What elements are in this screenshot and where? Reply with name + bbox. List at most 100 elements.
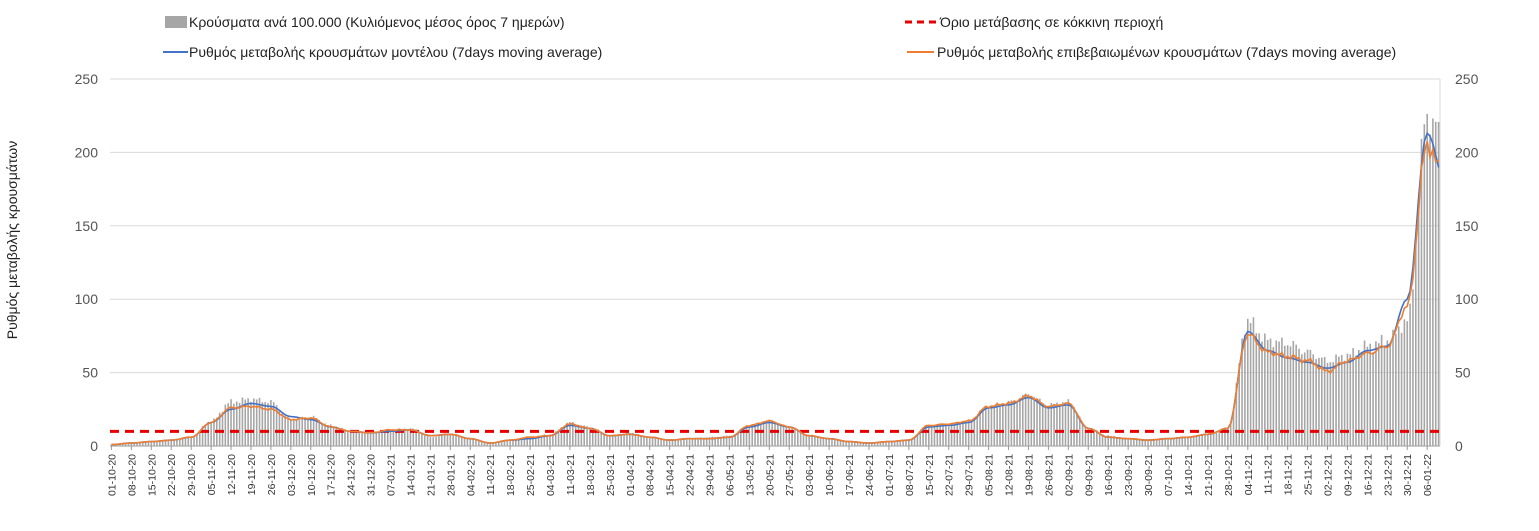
bar	[942, 426, 944, 446]
x-tick-label: 21-01-21	[425, 454, 437, 496]
bar	[509, 439, 511, 446]
bar	[503, 440, 506, 446]
bar	[1244, 334, 1246, 446]
bar	[1207, 433, 1209, 446]
bar	[1201, 434, 1203, 446]
bar	[688, 438, 691, 446]
x-tick-label: 09-09-21	[1083, 454, 1095, 496]
bar	[1141, 439, 1144, 446]
bar	[691, 438, 694, 446]
bar	[1423, 124, 1426, 446]
x-tick-label: 03-12-20	[286, 454, 298, 496]
bar	[1232, 410, 1235, 446]
bar	[1192, 436, 1195, 446]
bar	[270, 400, 272, 446]
x-tick-label: 11-03-21	[565, 454, 577, 495]
bar	[882, 441, 885, 446]
bar	[549, 434, 551, 446]
bar	[255, 399, 258, 446]
bar	[478, 440, 480, 446]
x-tick-label: 22-07-21	[944, 454, 956, 496]
bar	[529, 437, 531, 446]
bar	[534, 437, 537, 446]
bar	[930, 426, 933, 446]
bar	[475, 439, 477, 446]
bar	[586, 426, 588, 446]
bar	[327, 424, 329, 446]
bar	[703, 437, 705, 446]
bar	[993, 405, 996, 446]
bar	[651, 437, 654, 446]
bar	[495, 442, 497, 446]
bar	[261, 402, 264, 446]
bar	[717, 436, 719, 446]
bar	[329, 424, 332, 446]
bar	[965, 421, 967, 446]
bar	[392, 429, 395, 446]
bar	[893, 441, 896, 446]
bar	[674, 440, 677, 446]
bar	[144, 441, 147, 446]
bar	[438, 436, 440, 446]
bar-series	[110, 113, 1440, 447]
bar	[956, 422, 959, 446]
bar	[611, 435, 614, 446]
bar	[634, 434, 637, 446]
bar	[201, 426, 204, 446]
x-tick-label: 19-08-21	[1023, 454, 1035, 496]
x-tick-label: 17-06-21	[844, 454, 856, 496]
bar	[272, 402, 275, 446]
bar	[890, 441, 893, 446]
bar	[1150, 439, 1152, 446]
bar	[768, 420, 771, 446]
bar	[207, 421, 210, 446]
x-tick-label: 05-11-20	[206, 454, 218, 495]
bar	[1426, 113, 1428, 447]
bar	[426, 436, 429, 446]
bar	[395, 430, 398, 446]
bar	[657, 438, 660, 446]
bar	[842, 441, 845, 446]
bar	[147, 441, 150, 446]
bar	[364, 432, 366, 446]
x-tick-label: 06-05-21	[724, 454, 736, 496]
bar	[873, 442, 876, 446]
bar	[836, 439, 839, 446]
bar	[970, 420, 973, 446]
bar	[1360, 351, 1363, 446]
bar	[1372, 352, 1374, 446]
bar	[788, 426, 791, 446]
bar	[1093, 429, 1095, 446]
bar	[574, 423, 577, 446]
x-tick-label: 29-10-20	[186, 454, 198, 496]
bar	[1073, 406, 1075, 446]
bar	[731, 435, 734, 446]
x-tick-label: 10-12-20	[306, 454, 318, 496]
bar	[178, 439, 181, 446]
bar	[133, 443, 136, 446]
bar	[771, 420, 773, 446]
bar	[834, 439, 836, 446]
bar	[349, 432, 352, 446]
x-tick-label: 15-07-21	[924, 454, 936, 496]
bar	[1161, 439, 1164, 446]
bar	[660, 438, 662, 446]
x-tick-label: 03-06-21	[804, 454, 816, 496]
bar	[962, 421, 964, 446]
bar	[722, 435, 725, 446]
x-tick-label: 12-11-20	[226, 454, 238, 495]
x-tick-label: 24-06-21	[864, 454, 876, 496]
bar	[811, 435, 813, 446]
bar	[1286, 345, 1289, 446]
bar	[1434, 121, 1437, 446]
bar	[1338, 356, 1340, 446]
bar	[156, 441, 158, 446]
bar	[845, 441, 847, 446]
bar	[919, 431, 922, 446]
bar	[1246, 318, 1249, 446]
bar	[238, 402, 241, 446]
bar	[1044, 404, 1047, 446]
bar	[173, 439, 175, 446]
bar	[623, 433, 625, 446]
